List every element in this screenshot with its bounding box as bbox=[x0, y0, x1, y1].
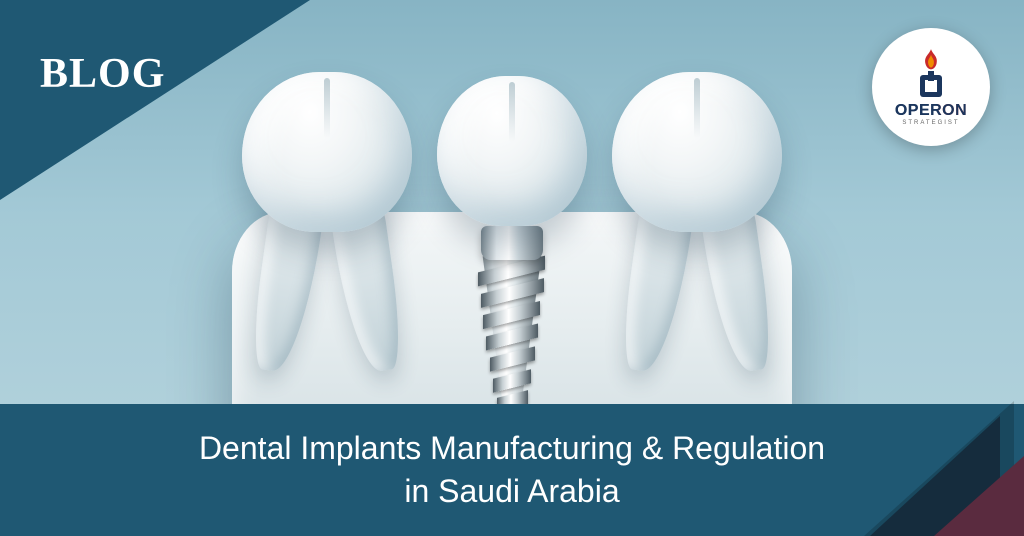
implant-abutment bbox=[481, 226, 543, 260]
implant-crown bbox=[437, 76, 587, 226]
blog-ribbon-label: BLOG bbox=[40, 50, 165, 98]
molar-left-crown bbox=[242, 72, 412, 232]
logo-mark-icon bbox=[916, 71, 946, 101]
molar-left bbox=[232, 72, 422, 372]
molar-right-crown bbox=[612, 72, 782, 232]
banner-title-line-1: Dental Implants Manufacturing & Regulati… bbox=[199, 427, 825, 470]
brand-tagline: STRATEGIST bbox=[902, 120, 959, 126]
blog-banner: BLOG bbox=[0, 0, 1024, 536]
accent-triangle-maroon bbox=[934, 456, 1024, 536]
brand-logo-badge: OPERON STRATEGIST bbox=[872, 28, 990, 146]
dental-illustration bbox=[192, 52, 832, 462]
molar-right bbox=[602, 72, 792, 372]
dental-implant bbox=[432, 76, 592, 396]
brand-wordmark: OPERON bbox=[895, 103, 967, 119]
banner-title-line-2: in Saudi Arabia bbox=[404, 470, 619, 513]
implant-screw bbox=[477, 256, 547, 421]
